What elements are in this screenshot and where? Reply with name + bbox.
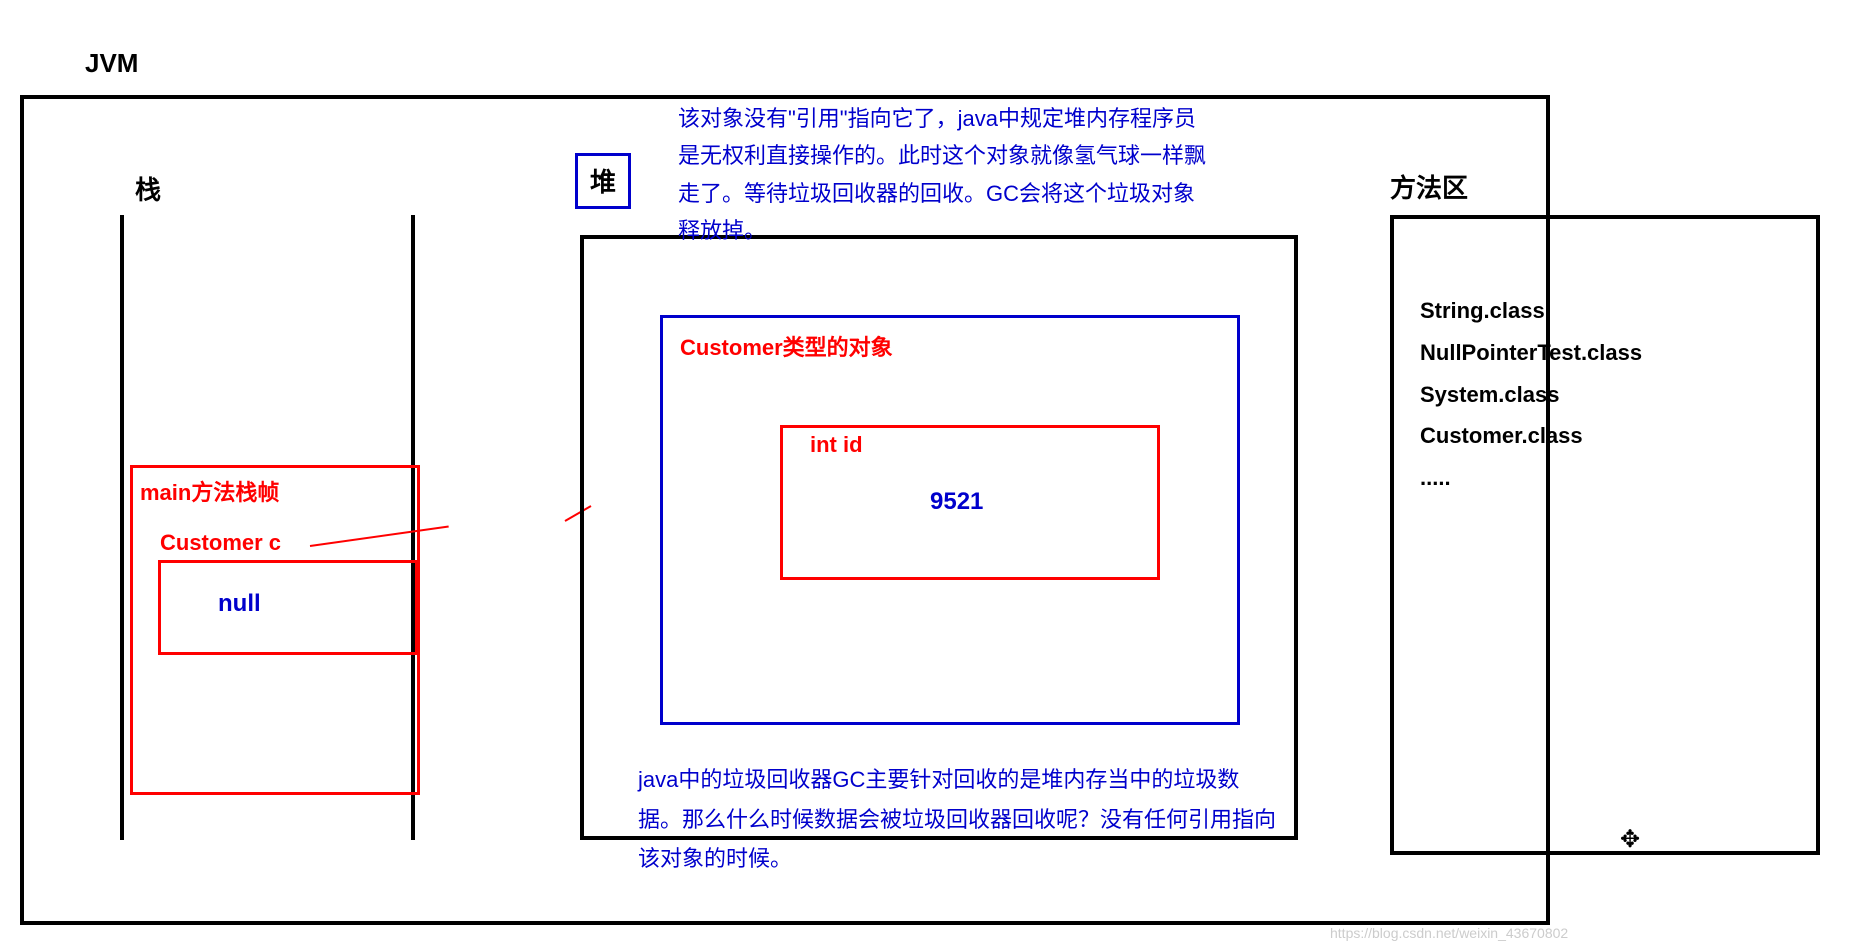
method-area-class-list: String.classNullPointerTest.classSystem.…	[1420, 290, 1642, 499]
heap-label: 堆	[590, 167, 616, 197]
heap-label-box: 堆	[575, 153, 631, 209]
customer-c-label: Customer c	[160, 530, 281, 556]
null-label: null	[218, 590, 261, 618]
heap-note-bottom: java中的垃圾回收器GC主要针对回收的是堆内存当中的垃圾数据。那么什么时候数据…	[638, 760, 1278, 879]
cursor-cross-icon: ✥	[1620, 825, 1640, 854]
class-list-item: .....	[1420, 457, 1642, 499]
method-area-title: 方法区	[1390, 168, 1468, 205]
customer-object-label: Customer类型的对象	[680, 330, 893, 362]
stack-title: 栈	[135, 170, 161, 207]
jvm-title: JVM	[85, 48, 138, 79]
class-list-item: NullPointerTest.class	[1420, 332, 1642, 374]
main-frame-label: main方法栈帧	[140, 475, 279, 507]
class-list-item: String.class	[1420, 290, 1642, 332]
class-list-item: Customer.class	[1420, 415, 1642, 457]
id-value: 9521	[930, 488, 983, 516]
heap-note-top: 该对象没有"引用"指向它了，java中规定堆内存程序员是无权利直接操作的。此时这…	[678, 100, 1208, 250]
watermark-text: https://blog.csdn.net/weixin_43670802	[1330, 925, 1568, 941]
int-id-label: int id	[810, 432, 863, 458]
null-box	[158, 560, 418, 655]
class-list-item: System.class	[1420, 374, 1642, 416]
